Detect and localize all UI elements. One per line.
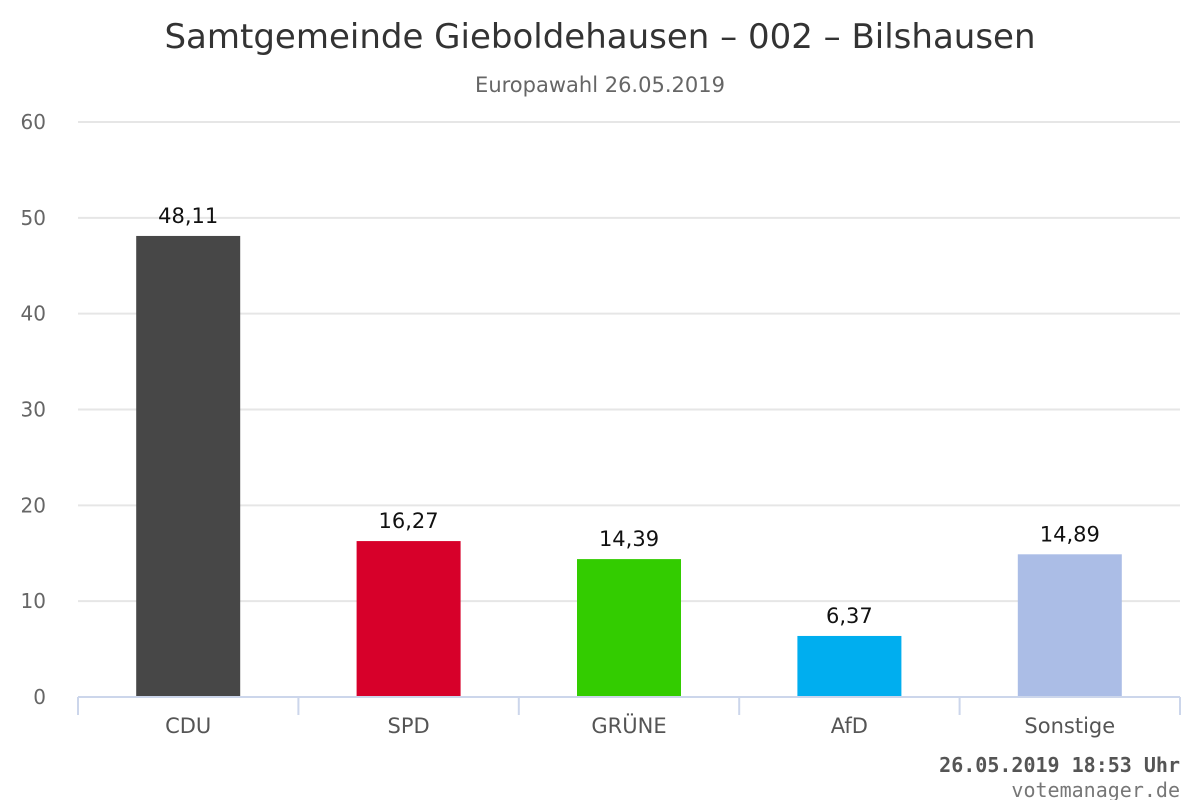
- chart-subtitle: Europawahl 26.05.2019: [475, 73, 725, 97]
- footer-credit: votemanager.de: [1011, 778, 1180, 800]
- x-tick-label: SPD: [388, 714, 430, 738]
- y-axis-ticks: 0 10 20 30 40 50 60: [21, 110, 46, 709]
- bar-spd[interactable]: [356, 541, 461, 697]
- value-label: 48,11: [158, 204, 218, 228]
- value-label: 6,37: [826, 604, 873, 628]
- y-tick-label: 30: [21, 398, 46, 422]
- x-tick-label: CDU: [165, 714, 211, 738]
- value-label: 16,27: [379, 509, 439, 533]
- x-tick-label: Sonstige: [1024, 714, 1115, 738]
- x-axis-labels: CDU SPD GRÜNE AfD Sonstige: [165, 713, 1115, 738]
- y-tick-label: 0: [33, 685, 46, 709]
- y-tick-label: 50: [21, 206, 46, 230]
- bars: [136, 235, 1122, 697]
- bar-cdu[interactable]: [136, 235, 241, 697]
- y-tick-label: 20: [21, 493, 46, 517]
- value-label: 14,39: [599, 527, 659, 551]
- x-tick-label: AfD: [831, 714, 868, 738]
- bar-gr-ne[interactable]: [577, 559, 681, 697]
- footer-timestamp: 26.05.2019 18:53 Uhr: [939, 753, 1180, 777]
- y-tick-label: 60: [21, 110, 46, 134]
- y-tick-label: 40: [21, 302, 46, 326]
- x-tick-label: GRÜNE: [591, 713, 666, 738]
- value-labels: 48,11 16,27 14,39 6,37 14,89: [158, 204, 1100, 628]
- bar-afd[interactable]: [797, 635, 902, 697]
- grid-lines: [78, 121, 1180, 603]
- y-tick-label: 10: [21, 589, 46, 613]
- bar-sonstige[interactable]: [1017, 554, 1122, 697]
- x-axis: [77, 696, 1181, 715]
- value-label: 14,89: [1040, 522, 1100, 546]
- chart-title: Samtgemeinde Gieboldehausen – 002 – Bils…: [164, 17, 1035, 57]
